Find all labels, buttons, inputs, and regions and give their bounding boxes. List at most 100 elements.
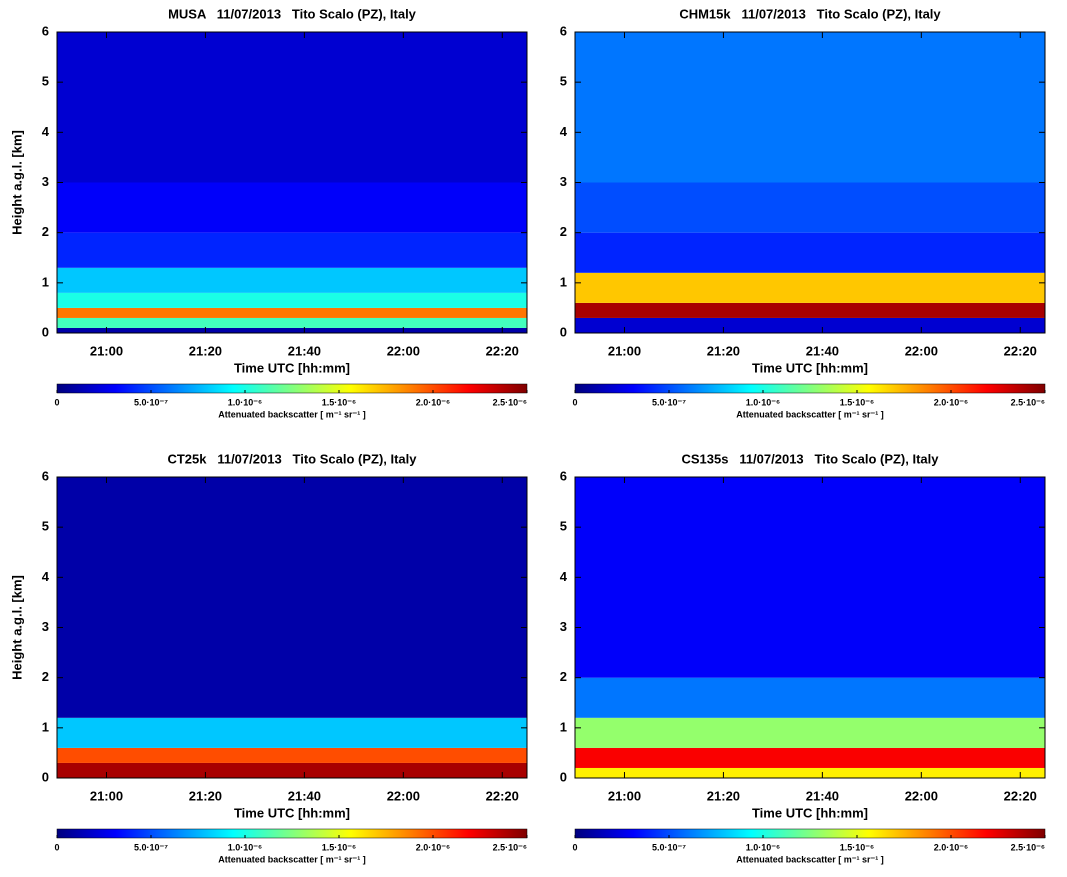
x-tick-label: 21:20: [707, 343, 740, 358]
colorbar-tick-label: 0: [572, 397, 577, 407]
y-tick-label: 0: [560, 769, 567, 784]
heat-cell: [57, 318, 527, 328]
heat-cell: [57, 233, 527, 268]
colorbar-tick-label: 1.0·10⁻⁶: [746, 397, 780, 407]
y-tick-label: 1: [42, 274, 49, 289]
y-tick-label: 4: [42, 569, 50, 584]
y-tick-label: 3: [560, 174, 567, 189]
y-tick-label: 5: [42, 74, 49, 89]
colorbar-tick-label: 1.5·10⁻⁶: [322, 842, 356, 852]
x-tick-label: 22:00: [387, 343, 420, 358]
colorbar-label: Attenuated backscatter [ m⁻¹ sr⁻¹ ]: [218, 409, 366, 419]
heat-cell: [575, 318, 1045, 333]
x-tick-label: 22:20: [486, 788, 519, 803]
y-tick-label: 6: [42, 23, 49, 38]
colorbar-tick-label: 2.0·10⁻⁶: [416, 397, 450, 407]
y-tick-label: 4: [560, 569, 568, 584]
x-tick-label: 21:20: [189, 343, 222, 358]
heat-cell: [575, 183, 1045, 233]
x-tick-label: 21:20: [189, 788, 222, 803]
x-tick-label: 22:20: [486, 343, 519, 358]
heat-cell: [57, 32, 527, 183]
colorbar-tick-label: 1.5·10⁻⁶: [840, 397, 874, 407]
colorbar-tick-label: 2.5·10⁻⁶: [1011, 842, 1045, 852]
heat-cell: [57, 293, 527, 308]
colorbar-tick-label: 2.0·10⁻⁶: [416, 842, 450, 852]
heat-cell: [57, 183, 527, 233]
colorbar-tick-label: 0: [54, 397, 59, 407]
colorbar-tick-label: 1.5·10⁻⁶: [322, 397, 356, 407]
x-tick-label: 21:40: [288, 343, 321, 358]
colorbar-tick-label: 0: [54, 842, 59, 852]
colorbar-tick-label: 5.0·10⁻⁷: [134, 842, 168, 852]
heat-cell: [575, 678, 1045, 718]
x-axis-label: Time UTC [hh:mm]: [752, 360, 868, 375]
heat-cell: [575, 768, 1045, 778]
y-tick-label: 6: [560, 468, 567, 483]
colorbar-tick-label: 2.0·10⁻⁶: [934, 842, 968, 852]
y-tick-label: 3: [42, 619, 49, 634]
x-tick-label: 21:40: [806, 788, 839, 803]
colorbar-tick-label: 1.0·10⁻⁶: [228, 397, 262, 407]
y-tick-label: 3: [42, 174, 49, 189]
colorbar: [575, 384, 1045, 393]
y-tick-label: 5: [42, 519, 49, 534]
y-tick-label: 1: [560, 719, 567, 734]
y-tick-label: 2: [42, 669, 49, 684]
x-tick-label: 22:00: [387, 788, 420, 803]
heat-cell: [575, 477, 1045, 678]
x-tick-label: 21:40: [806, 343, 839, 358]
y-tick-label: 6: [560, 23, 567, 38]
colorbar-tick-label: 0: [572, 842, 577, 852]
y-tick-label: 4: [560, 124, 568, 139]
y-tick-label: 5: [560, 74, 567, 89]
panel-title: CHM15k 11/07/2013 Tito Scalo (PZ), Italy: [679, 6, 941, 21]
x-tick-label: 21:00: [608, 343, 641, 358]
colorbar-tick-label: 5.0·10⁻⁷: [652, 842, 686, 852]
y-tick-label: 5: [560, 519, 567, 534]
colorbar: [57, 829, 527, 838]
colorbar-label: Attenuated backscatter [ m⁻¹ sr⁻¹ ]: [736, 409, 884, 419]
x-tick-label: 22:00: [905, 343, 938, 358]
colorbar-tick-label: 5.0·10⁻⁷: [134, 397, 168, 407]
x-tick-label: 22:00: [905, 788, 938, 803]
y-tick-label: 6: [42, 468, 49, 483]
heat-cell: [57, 718, 527, 748]
colorbar: [575, 829, 1045, 838]
panel-title: CS135s 11/07/2013 Tito Scalo (PZ), Italy: [682, 451, 940, 466]
heat-cell: [57, 748, 527, 763]
y-tick-label: 2: [560, 669, 567, 684]
heat-cell: [57, 308, 527, 318]
panel-title: CT25k 11/07/2013 Tito Scalo (PZ), Italy: [167, 451, 417, 466]
colorbar-tick-label: 1.0·10⁻⁶: [228, 842, 262, 852]
y-tick-label: 3: [560, 619, 567, 634]
y-tick-label: 0: [42, 324, 49, 339]
heat-cell: [575, 748, 1045, 768]
x-axis-label: Time UTC [hh:mm]: [752, 805, 868, 820]
colorbar-tick-label: 5.0·10⁻⁷: [652, 397, 686, 407]
y-tick-label: 2: [42, 224, 49, 239]
heat-cell: [575, 233, 1045, 273]
heat-cell: [57, 477, 527, 718]
x-axis-label: Time UTC [hh:mm]: [234, 360, 350, 375]
heat-cell: [575, 718, 1045, 748]
heat-cell: [575, 273, 1045, 303]
colorbar-tick-label: 2.5·10⁻⁶: [493, 397, 527, 407]
heat-cell: [575, 303, 1045, 318]
x-tick-label: 22:20: [1004, 788, 1037, 803]
x-axis-label: Time UTC [hh:mm]: [234, 805, 350, 820]
heat-cell: [57, 328, 527, 333]
y-axis-label: Height a.g.l. [km]: [9, 575, 24, 680]
x-tick-label: 21:00: [90, 788, 123, 803]
x-tick-label: 21:00: [608, 788, 641, 803]
heat-cell: [57, 268, 527, 293]
panel-title: MUSA 11/07/2013 Tito Scalo (PZ), Italy: [168, 6, 417, 21]
colorbar-tick-label: 2.5·10⁻⁶: [493, 842, 527, 852]
colorbar-label: Attenuated backscatter [ m⁻¹ sr⁻¹ ]: [736, 854, 884, 864]
heat-cell: [575, 32, 1045, 183]
x-tick-label: 21:40: [288, 788, 321, 803]
y-tick-label: 0: [560, 324, 567, 339]
colorbar-label: Attenuated backscatter [ m⁻¹ sr⁻¹ ]: [218, 854, 366, 864]
y-axis-label: Height a.g.l. [km]: [9, 130, 24, 235]
